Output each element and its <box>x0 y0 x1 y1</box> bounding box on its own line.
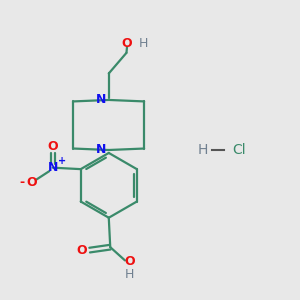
Text: O: O <box>27 176 38 189</box>
Text: Cl: Cl <box>232 143 246 157</box>
Text: H: H <box>125 268 134 281</box>
Text: -: - <box>20 176 25 189</box>
Text: O: O <box>122 38 132 50</box>
Text: O: O <box>76 244 87 256</box>
Text: N: N <box>96 93 106 106</box>
Text: O: O <box>47 140 58 153</box>
Text: N: N <box>96 143 106 157</box>
Text: +: + <box>58 156 66 166</box>
Text: N: N <box>48 161 58 174</box>
Text: O: O <box>124 255 135 268</box>
Text: H: H <box>139 38 148 50</box>
Text: H: H <box>198 143 208 157</box>
